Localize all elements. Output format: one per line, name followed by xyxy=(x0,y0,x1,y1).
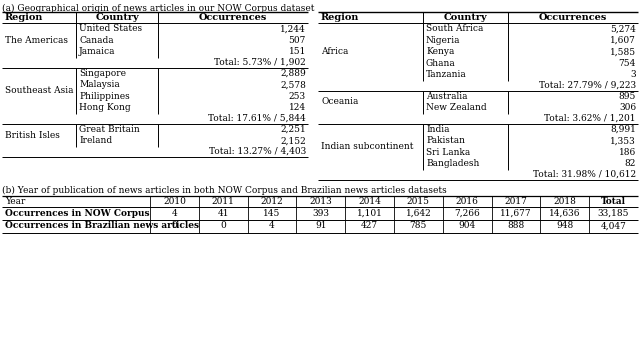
Text: 82: 82 xyxy=(625,159,636,168)
Text: 1,101: 1,101 xyxy=(356,208,383,218)
Text: (b) Year of publication of news articles in both NOW Corpus and Brazilian news a: (b) Year of publication of news articles… xyxy=(2,185,447,194)
Text: 2,152: 2,152 xyxy=(280,136,306,145)
Text: British Isles: British Isles xyxy=(5,131,60,140)
Text: 145: 145 xyxy=(263,208,281,218)
Text: 1,607: 1,607 xyxy=(610,36,636,45)
Text: 2,251: 2,251 xyxy=(280,125,306,134)
Text: Region: Region xyxy=(321,13,360,22)
Text: Kenya: Kenya xyxy=(426,47,454,56)
Text: 2018: 2018 xyxy=(554,197,576,205)
Text: India: India xyxy=(426,125,449,134)
Text: Southeast Asia: Southeast Asia xyxy=(5,86,74,95)
Text: (a) Geographical origin of news articles in our NOW Corpus dataset: (a) Geographical origin of news articles… xyxy=(2,4,314,13)
Text: 1,244: 1,244 xyxy=(280,24,306,33)
Text: Africa: Africa xyxy=(321,47,348,56)
Text: 2016: 2016 xyxy=(456,197,479,205)
Text: Great Britain: Great Britain xyxy=(79,125,140,134)
Text: Country: Country xyxy=(95,13,139,22)
Text: Singapore: Singapore xyxy=(79,69,126,78)
Text: 0: 0 xyxy=(172,222,177,231)
Text: 5,274: 5,274 xyxy=(610,24,636,33)
Text: Occurrences: Occurrences xyxy=(539,13,607,22)
Text: 4,047: 4,047 xyxy=(601,222,627,231)
Text: Occurrences in Brazilian news articles: Occurrences in Brazilian news articles xyxy=(5,222,199,231)
Text: Region: Region xyxy=(5,13,44,22)
Text: 2014: 2014 xyxy=(358,197,381,205)
Text: 2012: 2012 xyxy=(260,197,284,205)
Text: Canada: Canada xyxy=(79,36,114,45)
Text: 427: 427 xyxy=(361,222,378,231)
Text: The Americas: The Americas xyxy=(5,36,68,45)
Text: Bangladesh: Bangladesh xyxy=(426,159,479,168)
Text: 888: 888 xyxy=(508,222,525,231)
Text: Occurrences in NOW Corpus: Occurrences in NOW Corpus xyxy=(5,208,150,218)
Text: 393: 393 xyxy=(312,208,330,218)
Text: 7,266: 7,266 xyxy=(454,208,480,218)
Text: Total: 17.61% / 5,844: Total: 17.61% / 5,844 xyxy=(208,114,306,123)
Text: 3: 3 xyxy=(630,70,636,79)
Text: 895: 895 xyxy=(619,92,636,101)
Text: 754: 754 xyxy=(619,59,636,68)
Text: Occurrences: Occurrences xyxy=(199,13,267,22)
Text: Indian subcontinent: Indian subcontinent xyxy=(321,142,413,151)
Text: Ghana: Ghana xyxy=(426,59,456,68)
Text: 785: 785 xyxy=(410,222,427,231)
Text: 4: 4 xyxy=(172,208,177,218)
Text: Country: Country xyxy=(444,13,487,22)
Text: 4: 4 xyxy=(269,222,275,231)
Text: Total: 27.79% / 9,223: Total: 27.79% / 9,223 xyxy=(539,81,636,90)
Text: Jamaica: Jamaica xyxy=(79,47,115,56)
Text: Year: Year xyxy=(5,197,26,205)
Text: 2011: 2011 xyxy=(212,197,235,205)
Text: 2015: 2015 xyxy=(407,197,430,205)
Text: Total: 13.27% / 4,403: Total: 13.27% / 4,403 xyxy=(209,147,306,156)
Text: 1,642: 1,642 xyxy=(406,208,431,218)
Text: 14,636: 14,636 xyxy=(549,208,580,218)
Text: United States: United States xyxy=(79,24,142,33)
Text: Malaysia: Malaysia xyxy=(79,80,120,89)
Text: 2017: 2017 xyxy=(504,197,527,205)
Text: Total: 5.73% / 1,902: Total: 5.73% / 1,902 xyxy=(214,58,306,67)
Text: 8,991: 8,991 xyxy=(610,125,636,134)
Text: Total: 31.98% / 10,612: Total: 31.98% / 10,612 xyxy=(533,170,636,179)
Text: Pakistan: Pakistan xyxy=(426,136,465,145)
Text: 91: 91 xyxy=(315,222,326,231)
Text: 253: 253 xyxy=(289,92,306,101)
Text: 151: 151 xyxy=(289,47,306,56)
Text: Total: 3.62% / 1,201: Total: 3.62% / 1,201 xyxy=(545,114,636,123)
Text: 507: 507 xyxy=(289,36,306,45)
Text: South Africa: South Africa xyxy=(426,24,483,33)
Text: Sri Lanka: Sri Lanka xyxy=(426,148,470,157)
Text: 2,578: 2,578 xyxy=(280,80,306,89)
Text: 124: 124 xyxy=(289,103,306,112)
Text: Tanzania: Tanzania xyxy=(426,70,467,79)
Text: Nigeria: Nigeria xyxy=(426,36,461,45)
Text: 2,889: 2,889 xyxy=(280,69,306,78)
Text: Philippines: Philippines xyxy=(79,92,130,101)
Text: 33,185: 33,185 xyxy=(598,208,629,218)
Text: 0: 0 xyxy=(220,222,226,231)
Text: 1,585: 1,585 xyxy=(610,47,636,56)
Text: 948: 948 xyxy=(556,222,573,231)
Text: Total: Total xyxy=(601,197,626,205)
Text: 41: 41 xyxy=(218,208,229,218)
Text: Australia: Australia xyxy=(426,92,467,101)
Text: 186: 186 xyxy=(619,148,636,157)
Text: 2013: 2013 xyxy=(309,197,332,205)
Text: 306: 306 xyxy=(619,103,636,112)
Text: New Zealand: New Zealand xyxy=(426,103,486,112)
Text: Oceania: Oceania xyxy=(321,97,358,106)
Text: 2010: 2010 xyxy=(163,197,186,205)
Text: 11,677: 11,677 xyxy=(500,208,532,218)
Text: Hong Kong: Hong Kong xyxy=(79,103,131,112)
Text: 1,353: 1,353 xyxy=(611,136,636,145)
Text: 904: 904 xyxy=(459,222,476,231)
Text: Ireland: Ireland xyxy=(79,136,112,145)
